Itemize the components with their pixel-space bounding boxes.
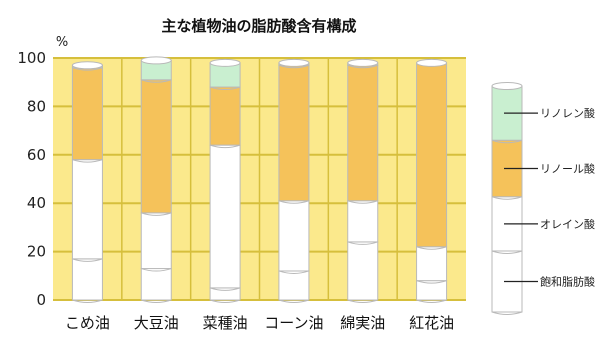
bar-column (416, 58, 448, 303)
bar-cap (71, 61, 103, 70)
legend-swatch-edge (491, 250, 523, 254)
bar-segment-edge (278, 200, 310, 204)
bar-segment-edge (416, 246, 447, 250)
bar-segment (71, 258, 103, 301)
legend-swatch-edge (491, 196, 523, 200)
category-label: 菜種油 (203, 314, 248, 332)
bar-segment-edge (141, 299, 172, 303)
bar-segment-edge (278, 299, 310, 303)
y-tick-label: 80 (27, 97, 46, 115)
chart-title: 主な植物油の脂肪酸含有構成 (161, 17, 356, 35)
legend-cap (491, 82, 523, 90)
y-unit-label: % (56, 35, 68, 50)
bar-segment (347, 241, 379, 301)
bar-segment-edge (209, 86, 241, 91)
bar-segment-edge (72, 299, 103, 303)
y-tick-label: 0 (36, 291, 46, 309)
bar-cap (140, 56, 172, 65)
bar-segment-edge (209, 144, 241, 149)
bar-segment (278, 200, 310, 272)
bar-segment-edge (416, 280, 447, 284)
category-label: コーン油 (264, 314, 323, 332)
bar-segment-edge (141, 212, 172, 216)
bar-segment (416, 246, 448, 282)
bar-segment-edge (141, 79, 172, 83)
legend-label: リノール酸 (540, 161, 595, 175)
category-label: こめ油 (65, 314, 110, 332)
bar-segment-edge (141, 268, 172, 272)
bar-segment (140, 79, 172, 214)
legend-label: オレイン酸 (540, 217, 595, 231)
bar-segment-edge (278, 64, 310, 69)
bar-segment-edge (278, 270, 310, 274)
y-tick-label: 100 (17, 49, 46, 67)
bar-segment-edge (347, 241, 378, 245)
y-tick-label: 40 (27, 194, 46, 212)
category-label: 綿実油 (340, 314, 385, 332)
bar-segment (347, 64, 379, 202)
bar-segment (209, 86, 241, 146)
bar-cap (209, 58, 241, 67)
category-label: 大豆油 (134, 314, 179, 332)
bar-segment-edge (72, 159, 103, 163)
bar-cap (416, 58, 448, 67)
y-tick-label: 20 (27, 243, 46, 261)
bar-cap (347, 58, 379, 67)
bar-segment-edge (347, 200, 378, 204)
bar-segment-edge (209, 299, 241, 303)
legend: 飽和脂肪酸 オレイン酸 リノール酸 リノレン酸 (491, 82, 595, 315)
bar-cap (278, 58, 310, 67)
bar-column (140, 56, 172, 303)
bar-column (71, 61, 103, 303)
bar-segment (416, 62, 448, 248)
bar-segment (140, 268, 172, 301)
bar-segment-edge (209, 287, 241, 291)
bar-segment (140, 212, 172, 270)
bar-segment-edge (347, 64, 378, 69)
bar-column (278, 58, 310, 303)
legend-label: 飽和脂肪酸 (540, 274, 595, 288)
bar-segment-edge (72, 258, 103, 262)
legend-label: リノレン酸 (540, 106, 595, 120)
bar-column (209, 58, 241, 303)
bar-segment (71, 159, 103, 260)
y-tick-label: 60 (27, 146, 46, 164)
bar-segment-edge (347, 299, 378, 303)
bar-segment (347, 200, 379, 243)
category-label: 紅花油 (409, 314, 454, 332)
bar-segment (209, 287, 241, 301)
legend-swatch-edge (491, 139, 523, 144)
bar-segment (278, 270, 310, 301)
bar-segment (71, 67, 103, 161)
bar-segment-edge (416, 299, 447, 303)
bar-segment (278, 64, 310, 202)
bar-column (347, 58, 379, 303)
bar-segment-edge (72, 67, 103, 71)
legend-swatch-edge (491, 311, 523, 315)
bar-segment (209, 144, 241, 289)
